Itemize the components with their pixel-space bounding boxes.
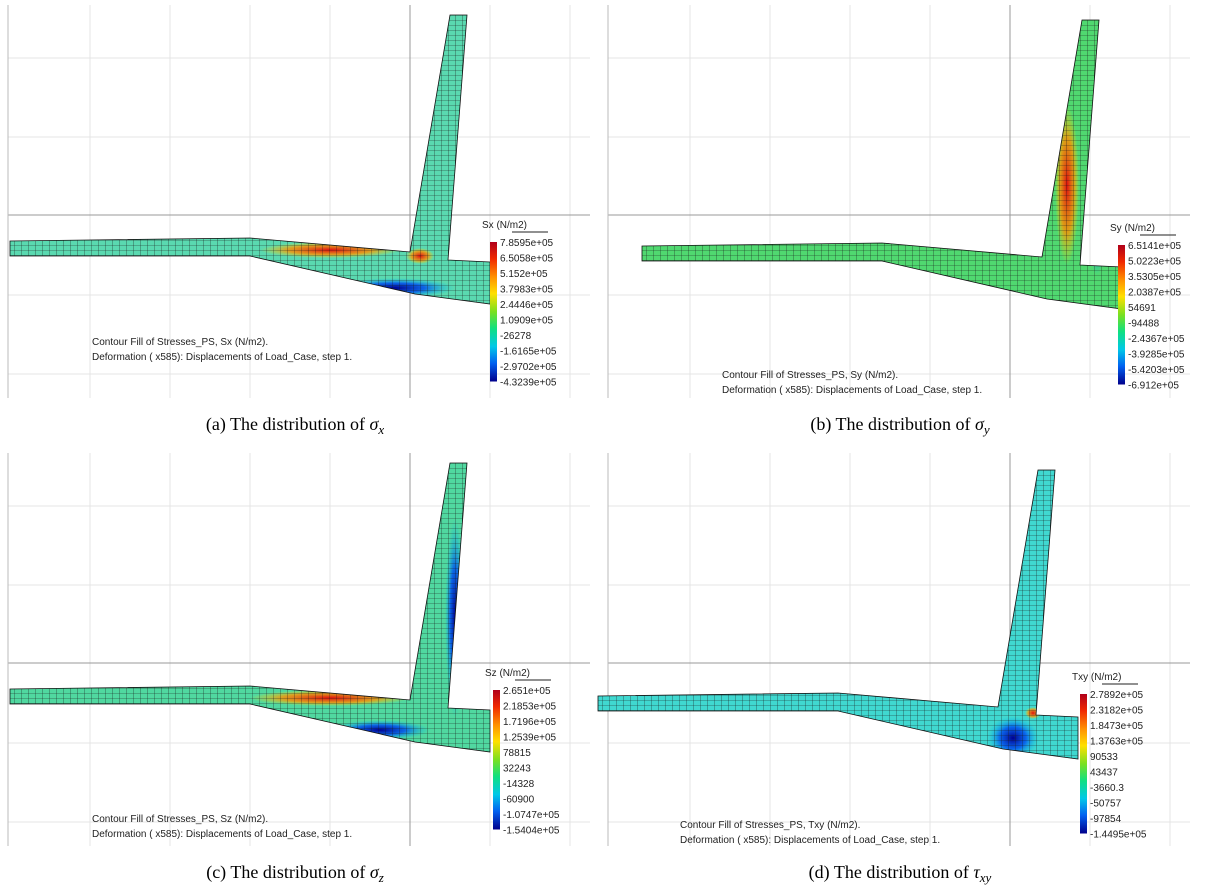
caption-text: (a) The distribution of	[206, 414, 370, 435]
caption: (d) The distribution of τxy	[809, 862, 992, 885]
legend-value: 1.2539e+05	[503, 733, 557, 744]
legend-value: 5.152e+05	[500, 269, 548, 280]
panel: Sz (N/m2) 2.651e+05 2.1853e+05 1.7196e+05 1.…	[7, 453, 590, 846]
legend-value: 2.651e+05	[503, 686, 551, 697]
caption: (c) The distribution of σz	[206, 862, 384, 885]
legend-value: 2.0387e+05	[1128, 288, 1182, 299]
legend-title: Sz (N/m2)	[485, 668, 530, 679]
legend-value: -3.9285e+05	[1128, 350, 1185, 361]
color-bar	[1118, 245, 1125, 385]
legend-value: 1.0909e+05	[500, 316, 554, 327]
legend-value: 2.3182e+05	[1090, 706, 1144, 717]
panel: Sx (N/m2) 7.8595e+05 6.5058e+05 5.152e+05 3.…	[7, 5, 590, 398]
legend-value: 2.7892e+05	[1090, 690, 1144, 701]
legend-value: 1.8473e+05	[1090, 721, 1144, 732]
legend-value: -5.4203e+05	[1128, 365, 1185, 376]
legend-value: -94488	[1128, 319, 1160, 330]
legend-title: Sx (N/m2)	[482, 220, 527, 231]
mesh-model	[597, 469, 1079, 760]
legend-value: 6.5141e+05	[1128, 241, 1182, 252]
legend-title: Sy (N/m2)	[1110, 223, 1155, 234]
caption-subscript: z	[378, 870, 384, 885]
color-bar	[493, 690, 500, 830]
legend-value: -97854	[1090, 814, 1122, 825]
legend-value: 2.1853e+05	[503, 702, 557, 713]
caption: (b) The distribution of σy	[810, 414, 990, 437]
contour-text: Contour Fill of Stresses_PS, Sz (N/m2).	[92, 814, 268, 825]
mesh-model	[641, 19, 1123, 310]
caption-subscript: y	[982, 422, 990, 437]
legend-value: 6.5058e+05	[500, 254, 554, 265]
legend-value: 32243	[503, 764, 531, 775]
caption-symbol: τ	[973, 862, 980, 882]
color-bar	[490, 242, 497, 382]
contour-text: Contour Fill of Stresses_PS, Txy (N/m2).	[680, 820, 860, 831]
caption-subscript: xy	[979, 870, 992, 885]
contour-text: Contour Fill of Stresses_PS, Sx (N/m2).	[92, 337, 268, 348]
legend-value: -1.5404e+05	[503, 826, 560, 837]
caption: (a) The distribution of σx	[206, 414, 385, 437]
legend-value: 2.4446e+05	[500, 300, 554, 311]
legend-value: 78815	[503, 748, 531, 759]
legend-value: 43437	[1090, 768, 1118, 779]
legend-value: 1.3763e+05	[1090, 737, 1144, 748]
deformation-text: Deformation ( x585): Displacements of Lo…	[680, 835, 940, 846]
legend-value: 3.7983e+05	[500, 285, 554, 296]
legend-value: -14328	[503, 779, 535, 790]
legend-value: 90533	[1090, 752, 1118, 763]
caption-text: (b) The distribution of	[810, 414, 975, 435]
legend-value: -1.0747e+05	[503, 810, 560, 821]
deformation-text: Deformation ( x585): Displacements of Lo…	[92, 829, 352, 840]
deformation-text: Deformation ( x585): Displacements of Lo…	[722, 385, 982, 396]
legend-value: 5.0223e+05	[1128, 257, 1182, 268]
deformation-text: Deformation ( x585): Displacements of Lo…	[92, 352, 352, 363]
caption-text: (c) The distribution of	[206, 862, 370, 883]
legend-value: -60900	[503, 795, 535, 806]
panel: Txy (N/m2) 2.7892e+05 2.3182e+05 1.8473e+05…	[597, 453, 1190, 846]
caption-symbol: σ	[975, 414, 985, 434]
legend-value: -50757	[1090, 799, 1122, 810]
legend-value: -4.3239e+05	[500, 378, 557, 389]
legend-value: -6.912e+05	[1128, 381, 1179, 392]
legend-value: -2.4367e+05	[1128, 334, 1185, 345]
contour-text: Contour Fill of Stresses_PS, Sy (N/m2).	[722, 370, 898, 381]
caption-text: (d) The distribution of	[809, 862, 974, 883]
legend-value: -1.4495e+05	[1090, 830, 1147, 841]
legend-value: -3660.3	[1090, 783, 1124, 794]
legend-value: 1.7196e+05	[503, 717, 557, 728]
panel: Sy (N/m2) 6.5141e+05 5.0223e+05 3.5305e+05 2…	[607, 5, 1190, 398]
caption-symbol: σ	[369, 414, 379, 434]
legend-value: 7.8595e+05	[500, 238, 554, 249]
color-bar	[1080, 694, 1087, 834]
legend-value: 54691	[1128, 303, 1156, 314]
caption-subscript: x	[377, 422, 384, 437]
legend-value: -26278	[500, 331, 532, 342]
legend-value: -2.9702e+05	[500, 362, 557, 373]
legend-value: 3.5305e+05	[1128, 272, 1182, 283]
legend-title: Txy (N/m2)	[1072, 672, 1121, 683]
legend-value: -1.6165e+05	[500, 347, 557, 358]
caption-symbol: σ	[370, 862, 380, 882]
